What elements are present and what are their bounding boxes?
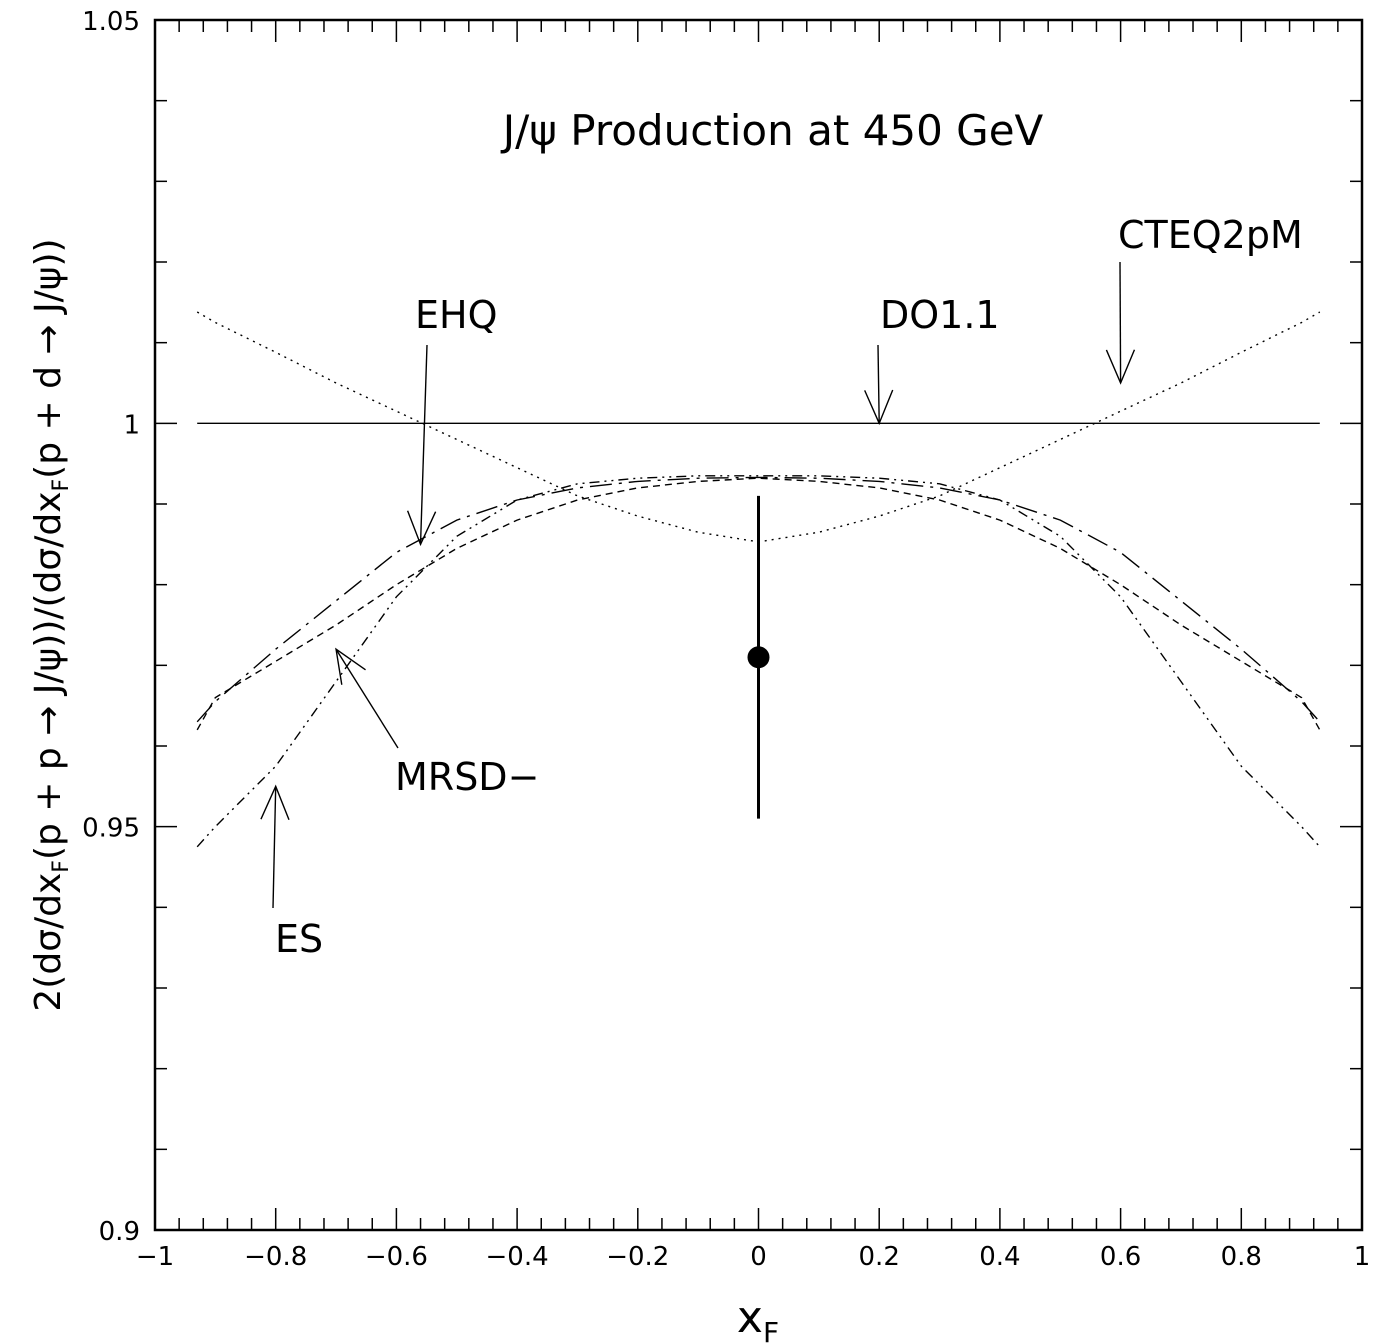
- series-line-ehq: [196, 476, 1321, 723]
- x-tick-label: −1: [136, 1242, 174, 1272]
- annotation-cteq2pm-arrow: [1119, 261, 1122, 384]
- annotation-es-arrow: [272, 786, 277, 909]
- annotation-cteq2pm-label: CTEQ2pM: [1118, 213, 1303, 257]
- y-tick-labels: 0.9 0.95 1 1.05: [82, 7, 140, 1247]
- y-axis-label-post: (p + d → J/ψ)): [28, 238, 69, 478]
- annotation-do1-1-arrow: [877, 344, 880, 424]
- x-axis-label-sub: F: [763, 1316, 779, 1343]
- x-axis-label: xF: [737, 1292, 779, 1343]
- annotation-do1-1-label: DO1.1: [880, 293, 1000, 337]
- y-axis-label-sub2: F: [49, 479, 74, 492]
- x-tick-label: −0.4: [486, 1242, 549, 1272]
- x-tick-label: 0.4: [979, 1242, 1020, 1272]
- y-tick-label: 1: [123, 410, 140, 440]
- plot-frame: [153, 18, 1364, 1232]
- annotation-ehq-arrowhead: [406, 510, 437, 547]
- annotation-ehq-arrow: [419, 344, 428, 545]
- x-tick-label: 0: [750, 1242, 767, 1272]
- x-tick-label: 1: [1354, 1242, 1371, 1272]
- y-axis-label-sub1: F: [49, 860, 74, 873]
- x-tick-label: 0.8: [1221, 1242, 1262, 1272]
- annotation-mrsd-arrow: [335, 648, 399, 749]
- series-line-es: [196, 475, 1321, 848]
- data-point: [747, 646, 770, 669]
- y-axis-label: 2(dσ/dxF(p + p → J/ψ))/(dσ/dxF(p + d → J…: [28, 238, 74, 1011]
- y-axis-label-pre: 2(dσ/dx: [28, 873, 69, 1012]
- annotation-es-label: ES: [275, 917, 323, 961]
- x-tick-label: −0.2: [606, 1242, 669, 1272]
- annotation-ehq-label: EHQ: [415, 293, 498, 337]
- annotation-cteq2pm-arrowhead: [1105, 349, 1136, 385]
- chart-title: J/ψ Production at 450 GeV: [500, 106, 1044, 155]
- x-axis-label-main: x: [737, 1292, 763, 1343]
- x-tick-labels: −1 −0.8 −0.6 −0.4 −0.2 0 0.2 0.4 0.6 0.8 1: [136, 1242, 1370, 1272]
- y-tick-label: 1.05: [82, 7, 140, 37]
- annotation-mrsd-label: MRSD−: [395, 755, 539, 799]
- x-tick-label: −0.8: [244, 1242, 307, 1272]
- annotation-do1-1-arrowhead: [864, 389, 894, 426]
- x-tick-label: 0.2: [859, 1242, 900, 1272]
- annotations: EHQ DO1.1 CTEQ2pM MRSD− ES: [260, 213, 1303, 961]
- y-tick-label: 0.95: [82, 814, 140, 844]
- annotation-mrsd-arrowhead: [335, 647, 366, 685]
- y-tick-label: 0.9: [99, 1217, 140, 1247]
- x-tick-label: 0.6: [1100, 1242, 1141, 1272]
- data-points: [747, 495, 770, 819]
- annotation-es-arrowhead: [260, 784, 290, 821]
- x-tick-label: −0.6: [365, 1242, 428, 1272]
- y-axis-label-mid: (p + p → J/ψ))/(dσ/dx: [28, 491, 69, 860]
